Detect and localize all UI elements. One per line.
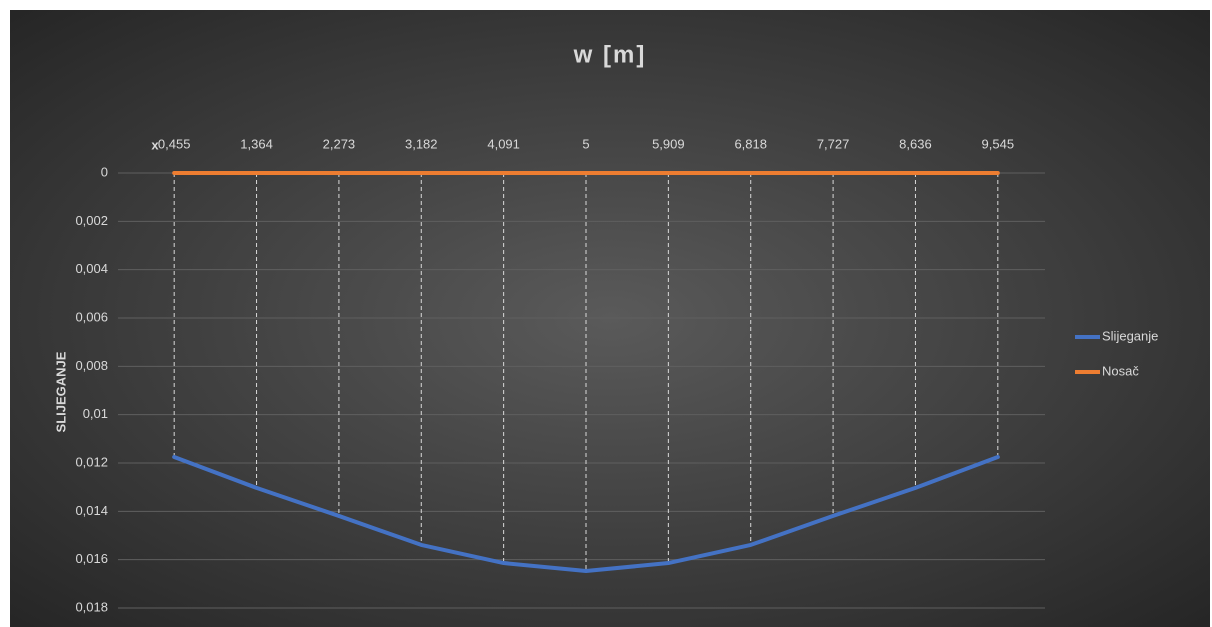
x-tick-label: 9,545 [982, 136, 1015, 151]
y-tick-label: 0 [101, 164, 108, 179]
y-tick-label: 0,012 [75, 454, 108, 469]
x-tick-label: 4,091 [487, 136, 520, 151]
legend-label: Slijeganje [1102, 328, 1158, 343]
legend-label: Nosač [1102, 363, 1139, 378]
series-line [172, 454, 1000, 574]
x-tick-label: 3,182 [405, 136, 438, 151]
chart-title: w [m] [573, 41, 647, 68]
y-axis-title: SLIJEGANJE [53, 351, 68, 432]
x-tick-label: 5,909 [652, 136, 685, 151]
y-tick-label: 0,014 [75, 503, 108, 518]
y-tick-label: 0,008 [75, 358, 108, 373]
y-tick-label: 0,004 [75, 261, 108, 276]
y-tick-label: 0,01 [83, 406, 108, 421]
y-tick-label: 0,006 [75, 309, 108, 324]
x-tick-label: 8,636 [899, 136, 932, 151]
x-tick-label: 6,818 [734, 136, 767, 151]
x-tick-label: 1,364 [240, 136, 273, 151]
x-axis-title: x [151, 137, 159, 152]
x-tick-label: 0,455 [158, 136, 191, 151]
x-tick-label: 2,273 [323, 136, 356, 151]
x-tick-label: 5 [582, 136, 589, 151]
y-tick-label: 0,018 [75, 599, 108, 614]
y-tick-label: 0,002 [75, 213, 108, 228]
y-tick-label: 0,016 [75, 551, 108, 566]
x-tick-label: 7,727 [817, 136, 850, 151]
